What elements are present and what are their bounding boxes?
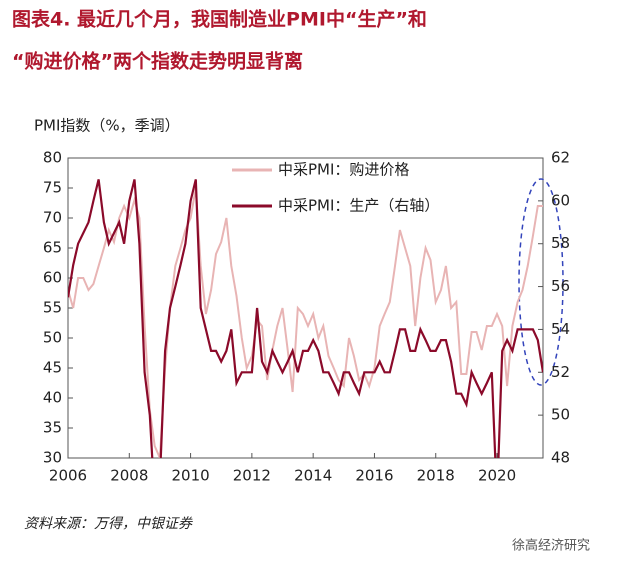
y-tick-label: 55 [43, 299, 62, 317]
y-tick-label: 35 [43, 419, 62, 437]
chart-title: 图表4. 最近几个月，我国制造业PMI中“生产”和 [12, 8, 427, 31]
source-note: 资料来源：万得，中银证券 [24, 516, 193, 532]
x-tick-label: 2010 [171, 467, 209, 485]
y-tick-label: 45 [43, 359, 62, 377]
y-tick-label: 70 [43, 209, 62, 227]
y2-tick-label: 50 [551, 406, 570, 424]
chart-subtitle: “购进价格”两个指数走势明显背离 [12, 50, 303, 73]
x-tick-label: 2016 [355, 467, 393, 485]
y-tick-label: 60 [43, 269, 62, 287]
y-tick-label: 50 [43, 329, 62, 347]
highlight-ellipse [518, 178, 564, 386]
legend-label: 中采PMI：生产（右轴） [278, 197, 439, 215]
x-tick-label: 2014 [294, 467, 332, 485]
x-tick-label: 2006 [49, 467, 87, 485]
y-tick-label: 80 [43, 149, 62, 167]
y2-tick-label: 62 [551, 149, 570, 167]
y2-tick-label: 56 [551, 277, 570, 295]
y-tick-label: 30 [43, 449, 62, 467]
y2-tick-label: 58 [551, 234, 570, 252]
series-line [68, 179, 543, 458]
x-tick-label: 2008 [110, 467, 148, 485]
x-tick-label: 2020 [478, 467, 516, 485]
y-tick-label: 65 [43, 239, 62, 257]
y2-tick-label: 52 [551, 363, 570, 381]
series-line [68, 187, 543, 458]
y-tick-label: 40 [43, 389, 62, 407]
y2-tick-label: 48 [551, 449, 570, 467]
y-axis-label: PMI指数（%，季调） [34, 117, 180, 135]
y2-tick-label: 60 [551, 191, 570, 209]
legend-label: 中采PMI：购进价格 [278, 161, 409, 179]
x-tick-label: 2012 [233, 467, 271, 485]
y-tick-label: 75 [43, 179, 62, 197]
y2-tick-label: 54 [551, 320, 570, 338]
watermark: 徐高经济研究 [512, 538, 590, 554]
x-tick-label: 2018 [417, 467, 455, 485]
